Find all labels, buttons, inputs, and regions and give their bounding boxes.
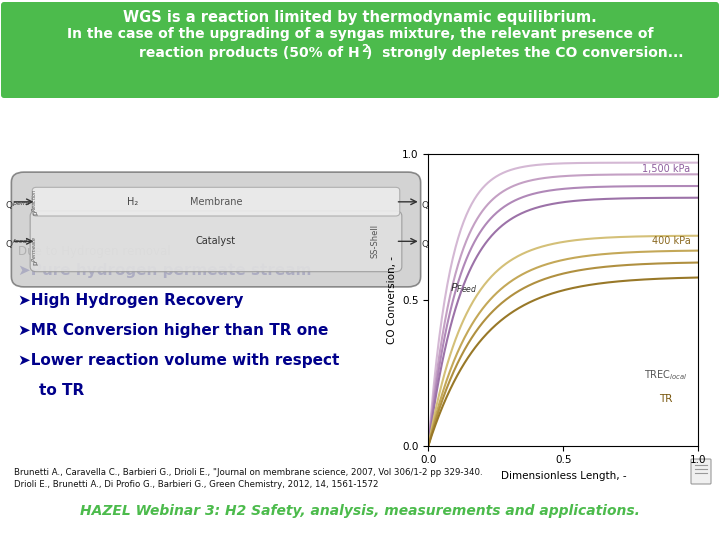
Text: achieve CO conversion: achieve CO conversion <box>435 244 574 257</box>
FancyBboxPatch shape <box>12 172 420 287</box>
Text: HAZEL Webinar 3: H2 Safety, analysis, measurements and applications.: HAZEL Webinar 3: H2 Safety, analysis, me… <box>80 504 640 518</box>
FancyBboxPatch shape <box>30 211 402 272</box>
Text: 400 kPa: 400 kPa <box>652 235 690 246</box>
Text: SS-Shell: SS-Shell <box>370 224 379 258</box>
Text: TR: TR <box>660 394 672 404</box>
Text: Drioli E., Brunetti A., Di Profio G., Barbieri G., Green Chemistry, 2012, 14, 15: Drioli E., Brunetti A., Di Profio G., Ba… <box>14 480 379 489</box>
Text: Catalyst: Catalyst <box>196 237 236 246</box>
Text: TREC$_{local}$: TREC$_{local}$ <box>644 368 688 382</box>
Text: ➤Pure hydrogen permeate stream: ➤Pure hydrogen permeate stream <box>18 263 312 278</box>
Text: In the case of the upgrading of a syngas mixture, the relevant presence of: In the case of the upgrading of a syngas… <box>67 27 653 41</box>
Text: Q$^{feed}$: Q$^{feed}$ <box>5 238 28 252</box>
Text: Due to Hydrogen removal: Due to Hydrogen removal <box>18 245 171 258</box>
Text: ➤Lower reaction volume with respect: ➤Lower reaction volume with respect <box>18 353 339 368</box>
FancyBboxPatch shape <box>32 187 400 216</box>
FancyBboxPatch shape <box>1 2 719 98</box>
Text: Q$^{ret}$: Q$^{ret}$ <box>421 238 440 252</box>
Text: WGS is a reaction limited by thermodynamic equilibrium.: WGS is a reaction limited by thermodynam… <box>123 10 597 25</box>
FancyBboxPatch shape <box>691 459 711 484</box>
X-axis label: Dimensionless Length, -: Dimensionless Length, - <box>500 471 626 481</box>
Text: 3-4 times: 3-4 times <box>565 244 627 257</box>
Text: (in the same operating: (in the same operating <box>512 261 652 274</box>
Text: Q$^{perm}$: Q$^{perm}$ <box>421 199 447 212</box>
Text: )  strongly depletes the CO conversion...: ) strongly depletes the CO conversion... <box>366 46 683 60</box>
Text: $P_{Feed}$: $P_{Feed}$ <box>450 281 478 295</box>
Text: H₂: H₂ <box>127 197 138 207</box>
Text: ➤High Hydrogen Recovery: ➤High Hydrogen Recovery <box>18 293 243 308</box>
Text: p$^{Permeate}$: p$^{Permeate}$ <box>30 237 42 266</box>
Text: reaction products (50% of H: reaction products (50% of H <box>140 46 360 60</box>
Text: conditions): conditions) <box>443 278 508 291</box>
Text: higer than TR: higer than TR <box>435 261 526 274</box>
Text: ➤MR Conversion higher than TR one: ➤MR Conversion higher than TR one <box>18 323 328 338</box>
Y-axis label: CO Conversion, -: CO Conversion, - <box>387 256 397 343</box>
Text: Q$^{perm}$: Q$^{perm}$ <box>5 199 30 212</box>
Text: Brunetti A., Caravella C., Barbieri G., Drioli E., "Journal on membrane science,: Brunetti A., Caravella C., Barbieri G., … <box>14 468 482 477</box>
Text: Possibility to:: Possibility to: <box>435 220 553 235</box>
Text: 2: 2 <box>361 44 369 54</box>
Text: to TR: to TR <box>18 383 84 398</box>
Text: p$^{Reaction}$: p$^{Reaction}$ <box>30 188 42 215</box>
Text: Membrane: Membrane <box>190 197 242 207</box>
Text: 1,500 kPa: 1,500 kPa <box>642 164 690 174</box>
